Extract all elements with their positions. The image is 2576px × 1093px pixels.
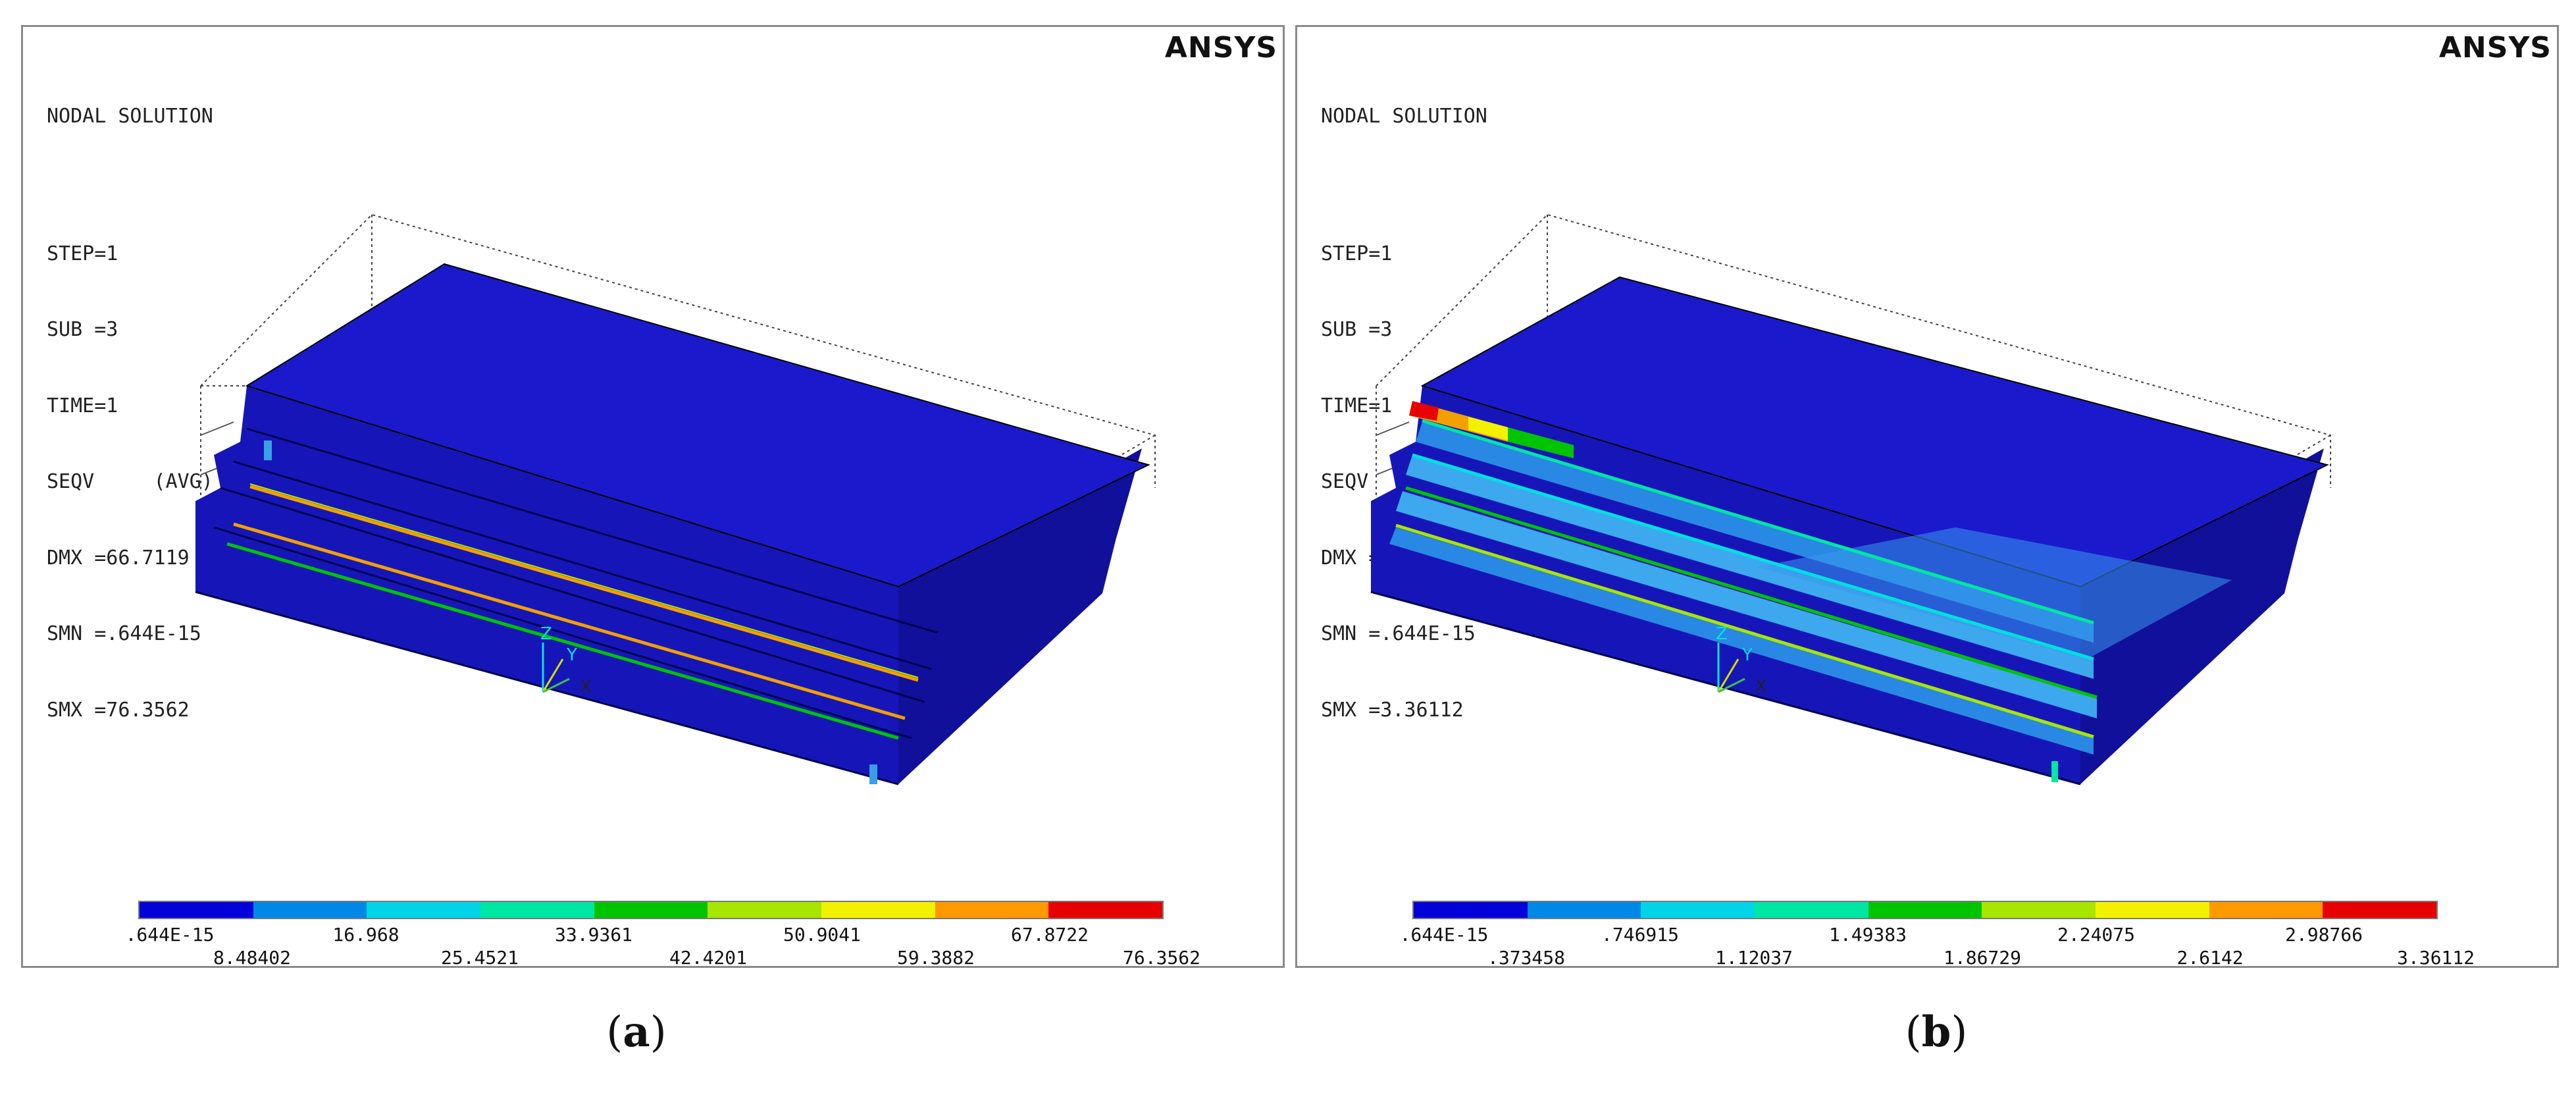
axis-label-y: Y: [566, 645, 577, 665]
legend-tick-top: 16.968: [332, 924, 399, 946]
info-title: NODAL SOLUTION: [47, 105, 213, 128]
stress-bands: [1395, 419, 2098, 739]
legend-swatch: [1527, 902, 1641, 918]
legend-swatch: [1868, 902, 1982, 918]
axis-label-z: Z: [1716, 624, 1728, 644]
legend-swatch: [2096, 902, 2209, 918]
fe-model-view: Z Y X: [1370, 213, 2331, 786]
legend-colorbar: [138, 901, 1164, 919]
info-time: TIME=1: [1321, 394, 1393, 417]
legend-tick-bottom: .373458: [1487, 947, 1566, 969]
legend-tick-top: .746915: [1601, 924, 1680, 946]
info-smn: SMN =.644E-15: [1321, 622, 1476, 645]
info-smx: SMX =76.3562: [47, 698, 190, 722]
layer-lines: [195, 427, 939, 786]
contour-panel-a: ANSYS NODAL SOLUTION STEP=1 SUB =3 TIME=…: [21, 25, 1287, 970]
legend-swatch: [480, 902, 594, 918]
legend-tick-bottom: 42.4201: [669, 947, 748, 969]
legend-tick-bottom: 59.3882: [896, 947, 975, 969]
contour-panel-b: ANSYS NODAL SOLUTION STEP=1 SUB =3 TIME=…: [1295, 25, 2561, 970]
marker-left: [264, 440, 272, 460]
legend-swatch: [1048, 902, 1163, 918]
info-smn: SMN =.644E-15: [47, 622, 201, 645]
legend-tick-top: 50.9041: [783, 924, 862, 946]
legend-swatch: [821, 902, 935, 918]
legend-tick-bottom: 25.4521: [440, 947, 519, 969]
hot-spot: [1409, 401, 1574, 458]
solution-info: NODAL SOLUTION STEP=1 SUB =3 TIME=1 SEQV…: [47, 53, 213, 774]
ansys-logo-text: ANSYS: [2438, 31, 2552, 65]
legend-tick-bottom: 2.6142: [2177, 947, 2244, 969]
legend-tick-top: 2.24075: [2057, 924, 2136, 946]
marker-right: [2051, 761, 2058, 782]
legend-swatch: [935, 902, 1049, 918]
legend-swatch: [1982, 902, 2096, 918]
legend-tick-bottom: 76.3562: [1122, 947, 1201, 969]
axis-label-x: X: [1755, 677, 1767, 697]
legend-swatch: [1414, 902, 1528, 918]
axis-triad: [1717, 643, 1745, 693]
legend-tick-top: .644E-15: [1399, 924, 1489, 946]
legend-swatch: [1755, 902, 1868, 918]
info-time: TIME=1: [47, 394, 118, 417]
legend-swatch: [140, 902, 253, 918]
legend-tick-bottom: 1.86729: [1943, 947, 2022, 969]
legend-tick-top: 1.49383: [1828, 924, 1907, 946]
legend-ticks: .644E-15 .746915 1.49383 2.24075 2.98766…: [1297, 27, 2561, 970]
front-face: [195, 386, 898, 784]
legend-swatch: [2323, 902, 2437, 918]
legend-ticks: .644E-15 16.968 33.9361 50.9041 67.8722 …: [23, 27, 1287, 970]
ansys-logo-text: ANSYS: [1164, 31, 1277, 65]
fe-model-view: Z Y X: [195, 213, 1156, 786]
legend-swatch: [367, 902, 481, 918]
legend-colorbar: [1412, 901, 2438, 919]
right-face: [898, 448, 1142, 784]
caption-a: (a): [606, 1007, 667, 1057]
legend-tick-bottom: 1.12037: [1714, 947, 1793, 969]
info-dmx: DMX =66.7119: [47, 546, 190, 570]
info-step: STEP=1: [1321, 242, 1393, 265]
axis-triad: [542, 643, 570, 693]
caption-b: (b): [1905, 1007, 1968, 1057]
solution-info: NODAL SOLUTION STEP=1 SUB =3 TIME=1 SEQV…: [1321, 53, 1487, 774]
info-sub: SUB =3: [1321, 318, 1393, 341]
legend-tick-top: 33.9361: [554, 924, 633, 946]
info-title: NODAL SOLUTION: [1321, 105, 1487, 128]
legend-swatch: [253, 902, 367, 918]
legend-tick-top: 2.98766: [2284, 924, 2363, 946]
legend-tick-top: .644E-15: [125, 924, 215, 946]
info-step: STEP=1: [47, 242, 118, 265]
axis-label-y: Y: [1741, 645, 1753, 665]
info-sub: SUB =3: [47, 318, 118, 341]
legend-tick-top: 67.8722: [1010, 924, 1089, 946]
info-smx: SMX =3.36112: [1321, 698, 1464, 722]
stress-bands: [226, 483, 919, 740]
top-face: [1420, 276, 2329, 588]
axis-label-z: Z: [540, 624, 552, 644]
legend-tick-bottom: 3.36112: [2396, 947, 2475, 969]
legend-swatch: [594, 902, 708, 918]
stress-regions: [1389, 422, 2232, 755]
legend-swatch: [1641, 902, 1755, 918]
legend-swatch: [708, 902, 822, 918]
top-face: [245, 263, 1150, 588]
caption-a-label: a: [623, 1007, 650, 1057]
legend-swatch: [2209, 902, 2323, 918]
right-face: [2080, 448, 2324, 784]
legend-tick-bottom: 8.48402: [213, 947, 292, 969]
axis-label-x: X: [580, 677, 592, 697]
marker-right: [869, 764, 877, 784]
caption-b-label: b: [1921, 1007, 1951, 1057]
